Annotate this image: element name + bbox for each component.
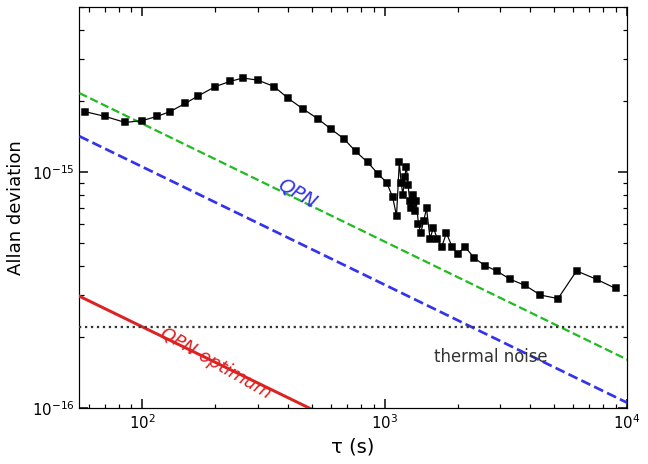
Text: QPN optimum: QPN optimum bbox=[157, 325, 274, 403]
X-axis label: τ (s): τ (s) bbox=[332, 438, 375, 457]
Y-axis label: Allan deviation: Allan deviation bbox=[8, 140, 25, 275]
Text: QPN: QPN bbox=[274, 174, 320, 212]
Text: thermal noise: thermal noise bbox=[434, 348, 548, 366]
